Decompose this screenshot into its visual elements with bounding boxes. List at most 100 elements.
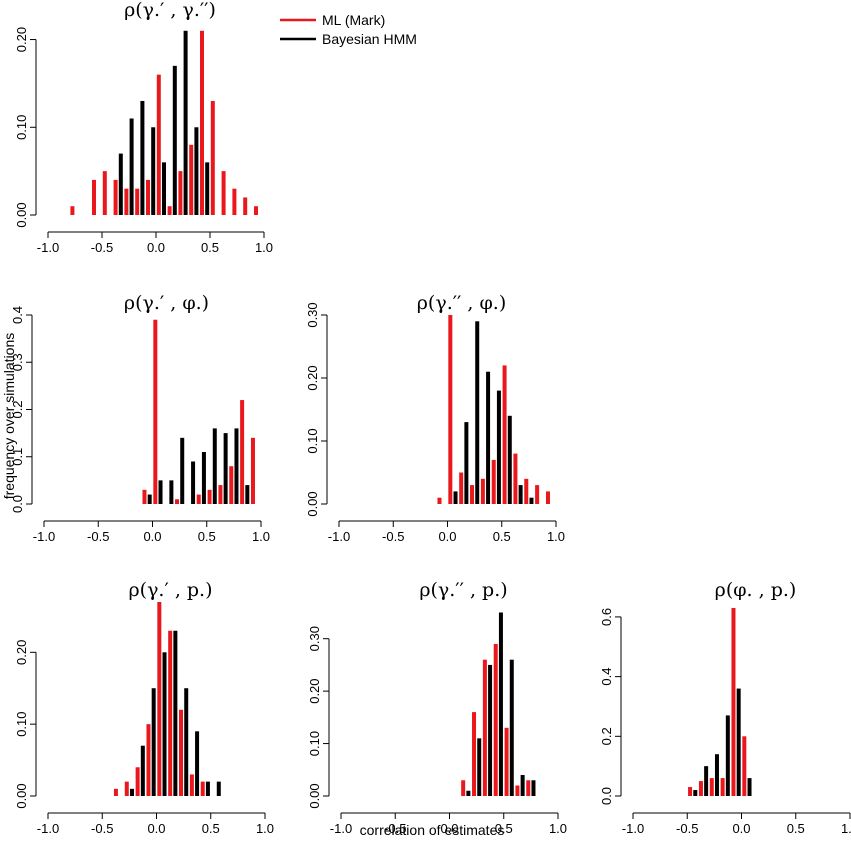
bar bbox=[736, 688, 741, 796]
bar bbox=[169, 480, 174, 504]
x-axis: -1.0 -0.5 0.0 0.5 1.0 bbox=[37, 812, 274, 836]
bar bbox=[205, 781, 210, 796]
bar bbox=[453, 491, 458, 504]
bar bbox=[698, 781, 703, 796]
bar bbox=[504, 727, 509, 796]
x-tick-label: -0.5 bbox=[91, 821, 113, 836]
y-axis: 0.0 0.1 0.2 0.3 0.4 bbox=[10, 306, 33, 513]
bar bbox=[200, 781, 205, 796]
bar bbox=[502, 365, 507, 504]
series-ml-mark bbox=[113, 602, 205, 796]
bar bbox=[216, 781, 221, 796]
x-tick-label: 1.0 bbox=[547, 529, 565, 544]
y-tick-label: 0.6 bbox=[599, 608, 614, 626]
y-tick-label: 0.00 bbox=[305, 491, 320, 516]
bar bbox=[168, 630, 173, 796]
bar bbox=[475, 321, 480, 504]
y-tick-label: 0.20 bbox=[307, 678, 322, 703]
bar bbox=[172, 65, 177, 215]
series-ml-mark bbox=[142, 319, 255, 504]
y-tick-label: 0.00 bbox=[307, 783, 322, 808]
bar bbox=[179, 709, 184, 796]
bar bbox=[232, 188, 237, 215]
bar bbox=[157, 602, 162, 796]
y-tick-label: 0.3 bbox=[10, 353, 25, 371]
bar bbox=[212, 428, 217, 504]
bar bbox=[466, 790, 471, 796]
x-axis: -1.0 -0.5 0.0 0.5 1.0 bbox=[622, 812, 851, 836]
bar bbox=[459, 472, 464, 504]
bar bbox=[725, 715, 730, 796]
x-tick-label: 0.5 bbox=[201, 240, 219, 255]
bar bbox=[140, 100, 145, 215]
panel-1: ρ(γ.′ , γ.′′)-1.0 -0.5 0.0 0.5 1.00.000.100.… bbox=[14, 0, 273, 255]
bar bbox=[529, 497, 534, 504]
panel-title: ρ(γ.′ , γ.′′) bbox=[124, 0, 216, 21]
bar bbox=[693, 790, 698, 796]
y-axis: 0.00 0.10 0.20 0.30 bbox=[307, 626, 330, 809]
x-tick-label: 0.0 bbox=[143, 529, 161, 544]
panel-3: ρ(γ.′′ , φ.) -1.0 -0.5 0.0 0.5 1.0 0.00 0.10 0.2… bbox=[305, 292, 565, 544]
bar bbox=[491, 459, 496, 504]
y-tick-label: 0.2 bbox=[10, 400, 25, 418]
bar bbox=[509, 659, 514, 796]
y-tick-label: 0.10 bbox=[14, 115, 29, 140]
panel-title: ρ(γ.′ , φ.) bbox=[124, 292, 209, 314]
panel-title: ρ(γ.′′ , φ.) bbox=[417, 292, 506, 314]
bar bbox=[129, 118, 134, 215]
y-tick-label: 0.1 bbox=[10, 448, 25, 466]
bar bbox=[146, 179, 150, 215]
bar bbox=[480, 478, 485, 504]
x-axis: -1.0 -0.5 0.0 0.5 1.0 bbox=[37, 231, 273, 255]
x-tick-label: 0.5 bbox=[198, 529, 216, 544]
bar bbox=[524, 478, 529, 504]
bar bbox=[70, 206, 75, 215]
panel-5: ρ(γ.′′ , p.) -1.0 -0.5 0.0 0.5 1.0 0.00 0.10 0.2… bbox=[307, 579, 567, 836]
bar bbox=[158, 480, 163, 504]
series-ml-mark bbox=[437, 315, 550, 504]
x-tick-label: 0.0 bbox=[438, 529, 456, 544]
bar bbox=[507, 415, 512, 504]
panel-title: ρ(γ.′ , p.) bbox=[128, 579, 212, 601]
x-tick-label: 0.5 bbox=[495, 821, 513, 836]
bar bbox=[200, 30, 204, 215]
bar bbox=[518, 485, 523, 504]
y-axis-label: frequency over simulations bbox=[1, 333, 17, 500]
x-tick-label: 0.0 bbox=[147, 821, 165, 836]
legend: ML (Mark) Bayesian HMM bbox=[280, 12, 417, 47]
x-tick-label: 1.0 bbox=[256, 821, 274, 836]
panels: ρ(γ.′ , γ.′′)-1.0 -0.5 0.0 0.5 1.00.000.100.… bbox=[10, 0, 851, 836]
y-tick-label: 0.20 bbox=[305, 365, 320, 390]
y-tick-label: 0.10 bbox=[14, 711, 29, 736]
bar bbox=[531, 780, 536, 796]
bar bbox=[151, 688, 156, 796]
series-ml-mark bbox=[70, 30, 258, 216]
bar bbox=[482, 659, 487, 796]
bar bbox=[184, 688, 189, 796]
x-tick-label: -1.0 bbox=[33, 529, 55, 544]
y-tick-label: 0.20 bbox=[14, 27, 29, 52]
bar bbox=[747, 778, 752, 796]
bar bbox=[195, 731, 200, 796]
bar bbox=[472, 712, 477, 796]
x-tick-label: 0.0 bbox=[732, 821, 750, 836]
y-axis: 0.00 0.10 0.20 bbox=[14, 27, 37, 228]
bar bbox=[461, 780, 466, 796]
series-ml-mark bbox=[461, 643, 531, 796]
y-axis: 0.0 0.2 0.4 0.6 bbox=[599, 608, 622, 805]
x-tick-label: -1.0 bbox=[330, 821, 352, 836]
y-tick-label: 0.0 bbox=[10, 495, 25, 513]
x-tick-label: 0.5 bbox=[493, 529, 511, 544]
y-tick-label: 0.00 bbox=[14, 783, 29, 808]
x-axis: -1.0 -0.5 0.0 0.5 1.0 bbox=[330, 812, 567, 836]
bar bbox=[234, 428, 239, 504]
bar bbox=[167, 206, 172, 215]
x-tick-label: 1.0 bbox=[252, 529, 270, 544]
legend-label-bayesian: Bayesian HMM bbox=[322, 31, 417, 47]
x-tick-label: -0.5 bbox=[87, 529, 109, 544]
bar bbox=[254, 206, 258, 215]
x-tick-label: 1.0 bbox=[841, 821, 851, 836]
bar bbox=[207, 489, 212, 504]
bar bbox=[240, 400, 245, 504]
bar bbox=[526, 780, 531, 796]
